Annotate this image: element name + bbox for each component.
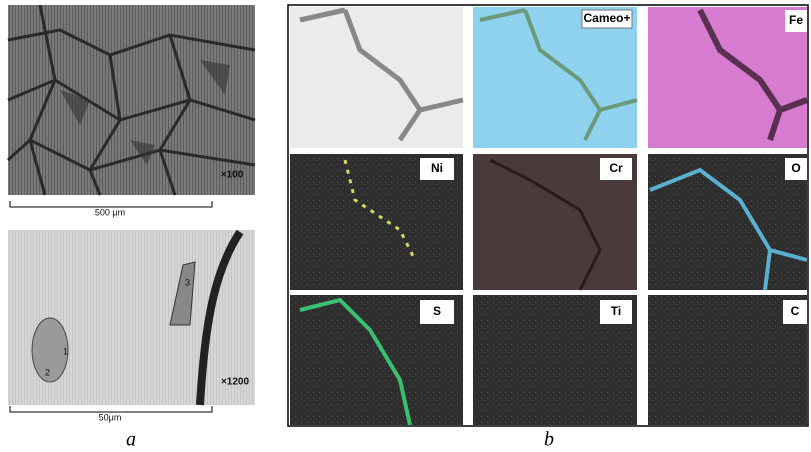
- map: [648, 7, 807, 148]
- map: [648, 154, 807, 290]
- map-label: Cr: [609, 161, 623, 175]
- marker: 2: [45, 367, 50, 377]
- magnification: ×1200: [221, 377, 250, 388]
- scale-bar-label: 50μm: [99, 412, 122, 422]
- marker: 1: [63, 346, 68, 356]
- scale-bar-bottom: 50μm: [10, 406, 212, 422]
- scale-bar-top: 500 μm: [10, 201, 212, 217]
- marker: 3: [185, 277, 190, 287]
- figure: ×100 500 μm 3 1 2 ×1200 50μm a: [0, 0, 811, 452]
- sem-image: [290, 7, 463, 148]
- micrograph-top: ×100: [8, 5, 255, 195]
- map-label: O: [791, 161, 800, 175]
- caption: b: [544, 429, 554, 451]
- magnification: ×100: [221, 170, 244, 181]
- caption: a: [126, 429, 136, 451]
- map-label: Ni: [431, 161, 443, 175]
- map-label: C: [791, 304, 800, 318]
- map-label: Fe: [789, 13, 803, 27]
- micrograph-bottom: 3 1 2 ×1200: [8, 230, 255, 405]
- map-label: S: [433, 304, 441, 318]
- scale-bar-label: 500 μm: [95, 207, 125, 217]
- map-label: Cameo+: [583, 11, 630, 25]
- map-label: Ti: [611, 304, 621, 318]
- map-grid: [290, 7, 807, 425]
- page: ×100 500 μm 3 1 2 ×1200 50μm a: [0, 0, 811, 452]
